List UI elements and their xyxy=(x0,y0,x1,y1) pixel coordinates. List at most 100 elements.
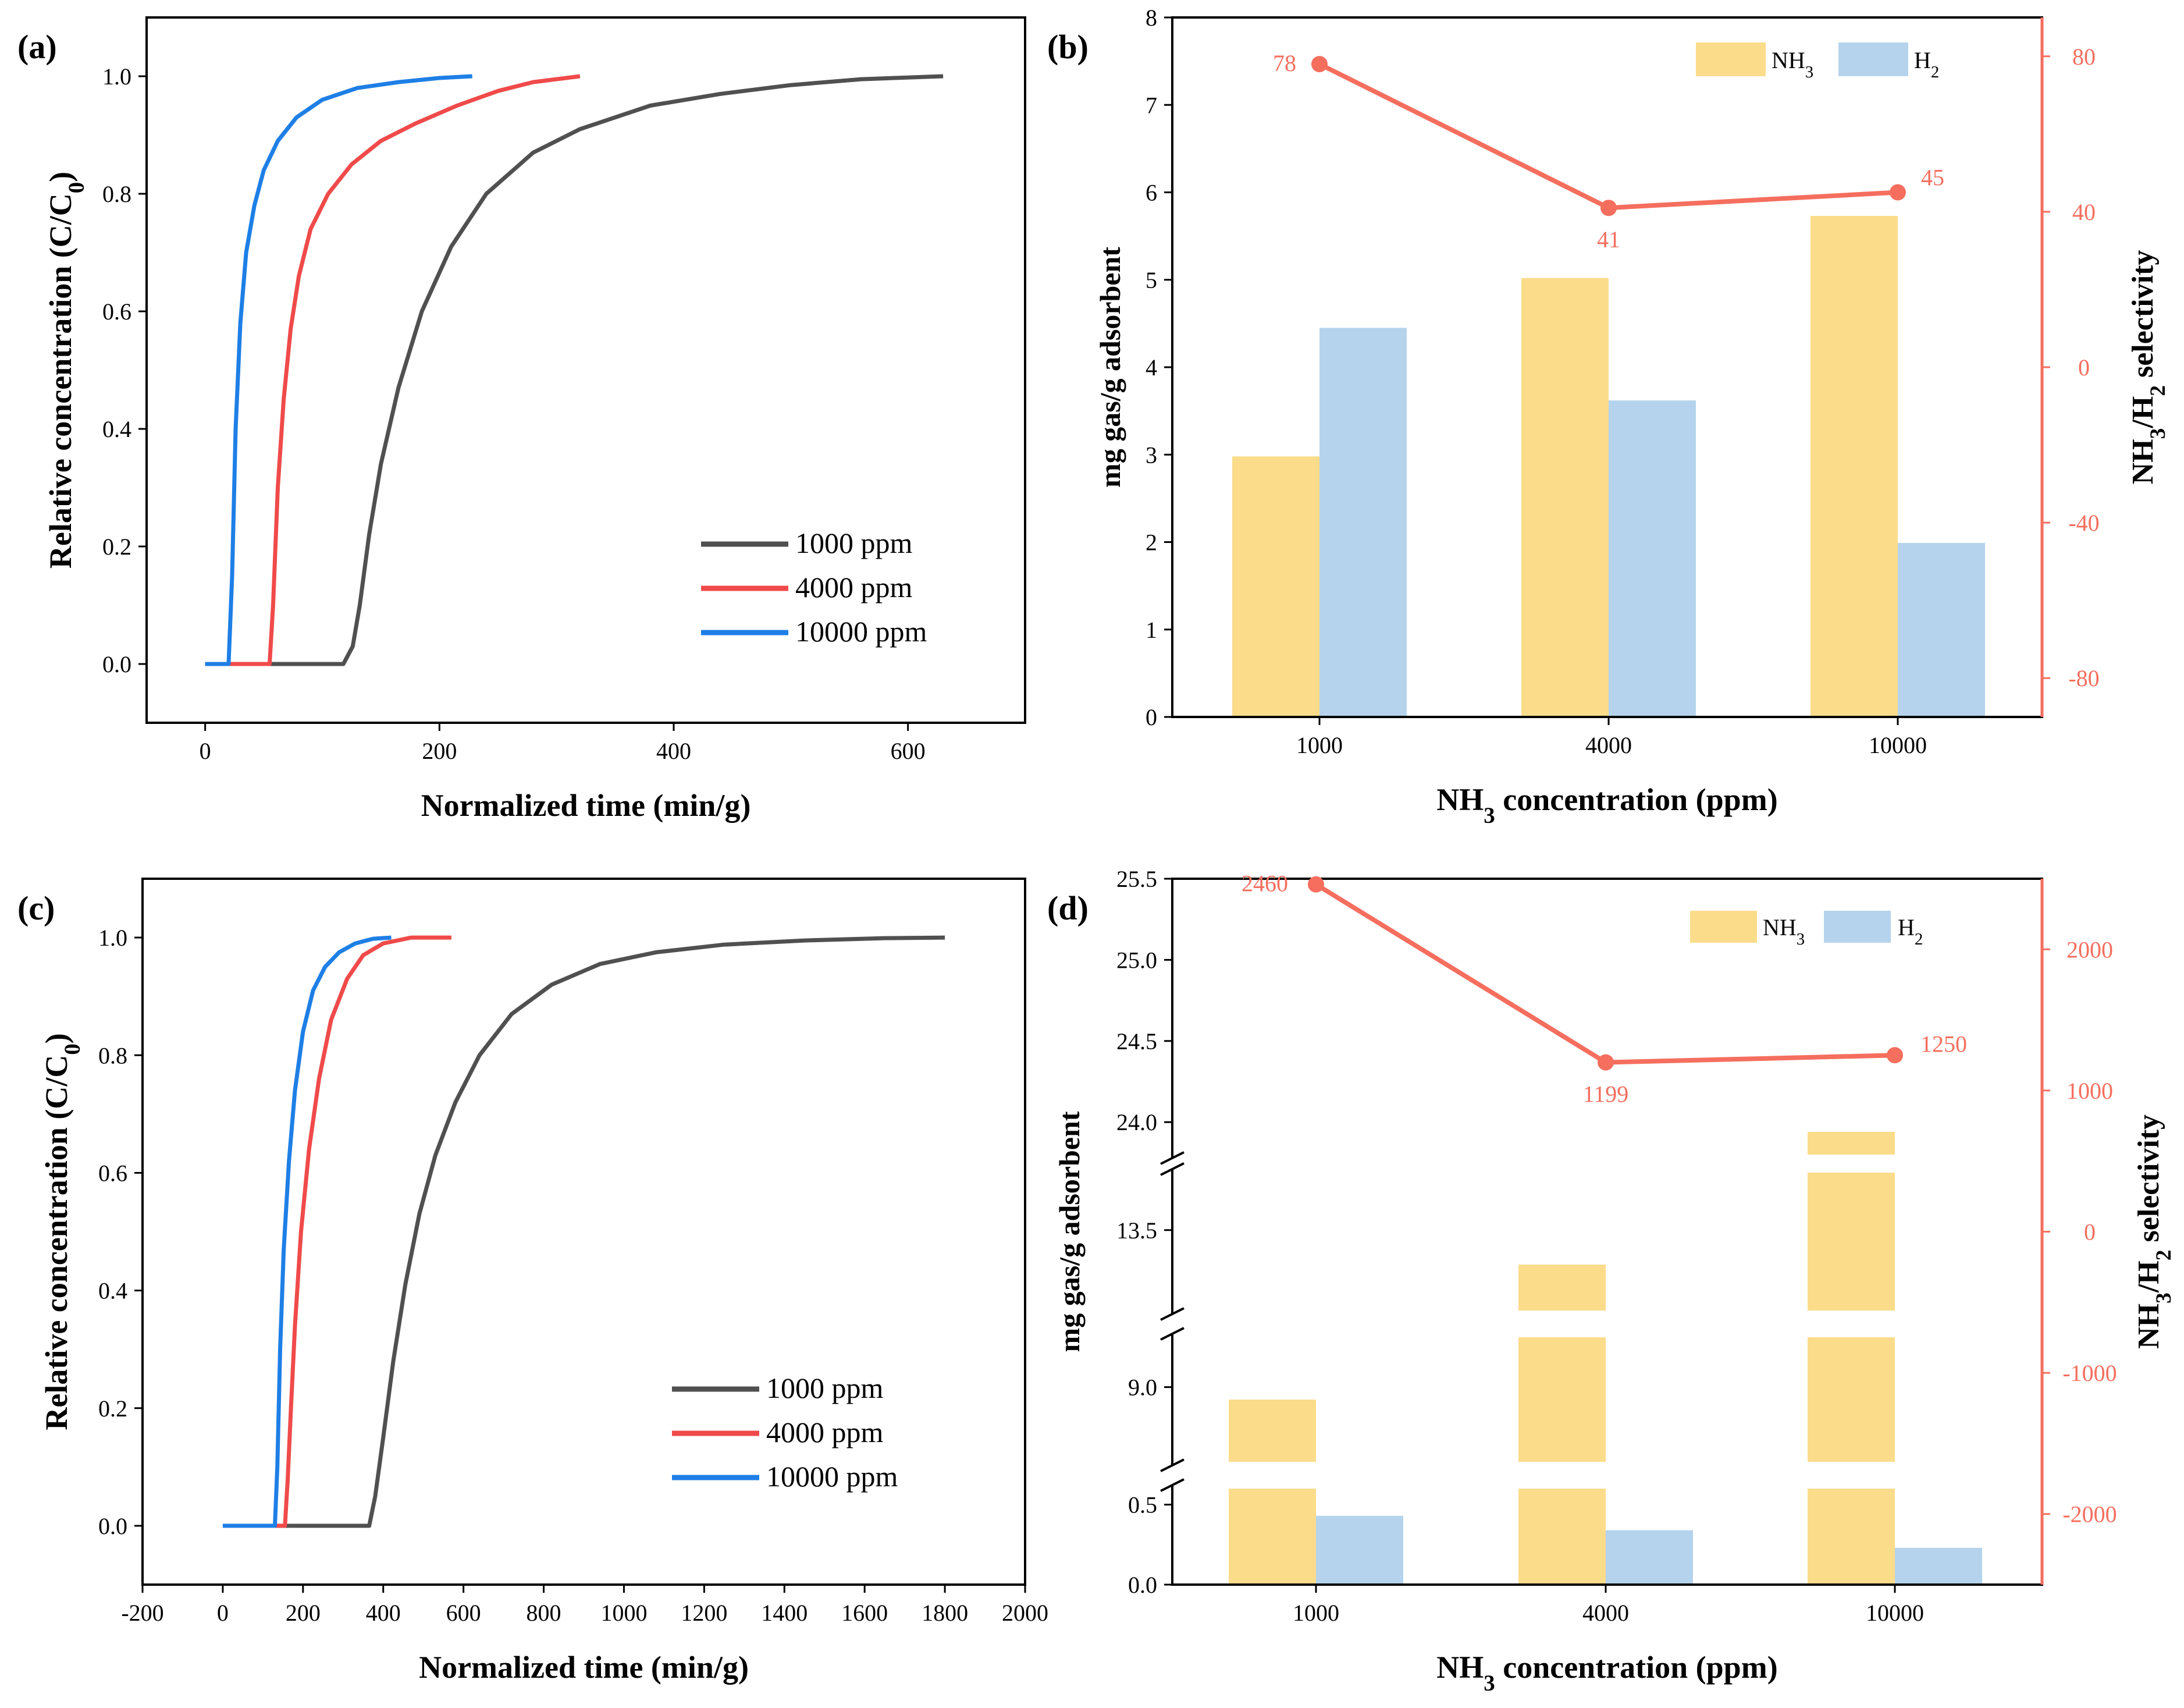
y2-tick-label: 0 xyxy=(2078,354,2090,381)
bar-nh3-1000-part0 xyxy=(1229,1489,1316,1585)
bar-nh3-10000-part1 xyxy=(1808,1337,1895,1462)
series-line-1000-ppm xyxy=(275,935,945,1528)
subscript: 3 xyxy=(1484,803,1495,828)
y2-tick-label: -40 xyxy=(2068,510,2099,536)
plot-frame xyxy=(145,16,1026,724)
axis-break-mark xyxy=(1160,1327,1185,1341)
x-tick-label: 0 xyxy=(217,1600,229,1626)
bar-nh3-4000 xyxy=(1521,278,1609,717)
y-tick-label: 24.0 xyxy=(1116,1109,1157,1135)
bar-nh3-10000-part2 xyxy=(1808,1173,1895,1311)
label-part: NH xyxy=(1763,914,1797,940)
legend-swatch-h2 xyxy=(1838,42,1908,76)
axis-break-mark xyxy=(1160,1162,1185,1176)
legend-label-nh3: NH3 xyxy=(1772,47,1813,81)
y-tick-label: 0.2 xyxy=(102,534,131,560)
bar-h2-4000 xyxy=(1606,1530,1693,1585)
x-tick-label: 1000 xyxy=(1293,1600,1339,1626)
label-part: /H xyxy=(2132,1260,2165,1293)
label-part: NH xyxy=(2126,439,2160,484)
label-part: NH xyxy=(1436,1650,1484,1685)
axis-break-gap xyxy=(1170,1314,1175,1334)
y2-axis-label: NH3/H2 selectivity xyxy=(2132,1114,2176,1349)
legend-label: 1000 ppm xyxy=(766,1372,884,1404)
subscript: 3 xyxy=(1805,63,1813,81)
bar-nh3-1000 xyxy=(1232,456,1319,717)
selectivity-line xyxy=(1314,882,1895,1065)
bar-nh3-4000-part1 xyxy=(1518,1337,1606,1462)
bar-nh3-1000-part1 xyxy=(1229,1400,1316,1462)
plot-frame xyxy=(141,878,1026,1586)
y2-axis-label: NH3/H2 selectivity xyxy=(2126,250,2170,485)
legend-swatch-nh3 xyxy=(1696,42,1766,76)
subscript: 3 xyxy=(1484,1671,1495,1696)
label-part: NH xyxy=(1772,47,1805,73)
y-tick-label: 25.5 xyxy=(1116,866,1157,892)
x-tick-label: 600 xyxy=(891,738,926,764)
y-axis-label: mg gas/g adsorbent xyxy=(1094,247,1126,488)
y2-tick-label: 40 xyxy=(2072,199,2096,225)
y-tick-label: 24.5 xyxy=(1116,1028,1157,1054)
bar-nh3-10000-part3 xyxy=(1808,1131,1895,1155)
series-line-10000-ppm xyxy=(205,74,472,666)
series-line-1000-ppm xyxy=(205,74,944,666)
x-tick-label: 1800 xyxy=(922,1600,968,1626)
label-part: Relative concentration (C/C xyxy=(39,1055,74,1430)
legend-label-h2: H2 xyxy=(1914,47,1939,81)
x-tick-label: 2000 xyxy=(1002,1600,1048,1626)
y-tick-label: 0.6 xyxy=(98,1160,127,1186)
label-part: H xyxy=(1898,914,1915,940)
legend-label: 4000 ppm xyxy=(766,1416,884,1448)
panel-d: 1000 4000 100000.00.59.013.524.024.525.025… xyxy=(1047,866,2176,1696)
selectivity-point xyxy=(1600,200,1617,216)
plot-frame xyxy=(1171,878,2043,1586)
x-axis-label: Normalized time (min/g) xyxy=(421,788,751,823)
y-tick-label: 6 xyxy=(1146,180,1157,206)
label-part: NH xyxy=(2132,1304,2165,1349)
label-part: concentration (ppm) xyxy=(1495,782,1778,817)
y2-tick-label: 0 xyxy=(2084,1219,2096,1245)
subscript: 0 xyxy=(64,182,89,193)
x-axis-label: NH3 concentration (ppm) xyxy=(1436,782,1777,828)
subscript: 2 xyxy=(1931,63,1939,81)
selectivity-point xyxy=(1311,56,1328,73)
y-tick-label: 5 xyxy=(1146,267,1157,293)
selectivity-point xyxy=(1887,1047,1903,1064)
legend-swatch-nh3 xyxy=(1690,911,1757,943)
x-tick-label: 600 xyxy=(446,1600,481,1626)
series-line-4000-ppm xyxy=(228,74,581,666)
selectivity-point xyxy=(1890,184,1906,201)
axis-break-mark xyxy=(1160,1478,1185,1492)
x-axis-label: NH3 concentration (ppm) xyxy=(1436,1650,1777,1696)
y-axis-label: Relative concentration (C/C0) xyxy=(43,172,89,569)
legend-label: 10000 ppm xyxy=(766,1460,898,1493)
bar-h2-10000 xyxy=(1898,543,1985,717)
x-tick-label: 1000 xyxy=(1296,732,1343,758)
bar-h2-1000 xyxy=(1319,328,1407,717)
y-tick-label: 0.6 xyxy=(102,299,131,325)
x-tick-label: 400 xyxy=(656,738,691,764)
y-tick-label: 3 xyxy=(1146,442,1157,468)
y-tick-label: 7 xyxy=(1146,92,1157,118)
subscript: 2 xyxy=(2146,385,2170,396)
y-tick-label: 0.4 xyxy=(102,416,131,442)
y-tick-label: 2 xyxy=(1146,530,1157,556)
y-tick-label: 9.0 xyxy=(1128,1375,1157,1401)
selectivity-point xyxy=(1308,876,1324,893)
x-tick-label: 200 xyxy=(286,1600,321,1626)
label-part: selectivity xyxy=(2126,250,2160,385)
y2-tick-label: -80 xyxy=(2068,665,2099,691)
bar-h2-4000 xyxy=(1609,400,1696,717)
y-tick-label: 25.0 xyxy=(1116,947,1157,973)
selectivity-line xyxy=(1318,62,1898,211)
x-tick-label: 200 xyxy=(422,738,457,764)
selectivity-data-label: 78 xyxy=(1273,50,1296,76)
y-axis-label: mg gas/g adsorbent xyxy=(1053,1111,1086,1352)
x-tick-label: 1600 xyxy=(841,1600,888,1626)
y-tick-label: 1.0 xyxy=(98,925,127,951)
x-tick-label: 4000 xyxy=(1585,732,1632,758)
x-tick-label: 4000 xyxy=(1582,1600,1629,1626)
y-tick-label: 0.0 xyxy=(1128,1572,1157,1598)
y-tick-label: 0.8 xyxy=(102,181,131,207)
bar-nh3-4000-part0 xyxy=(1518,1489,1606,1585)
